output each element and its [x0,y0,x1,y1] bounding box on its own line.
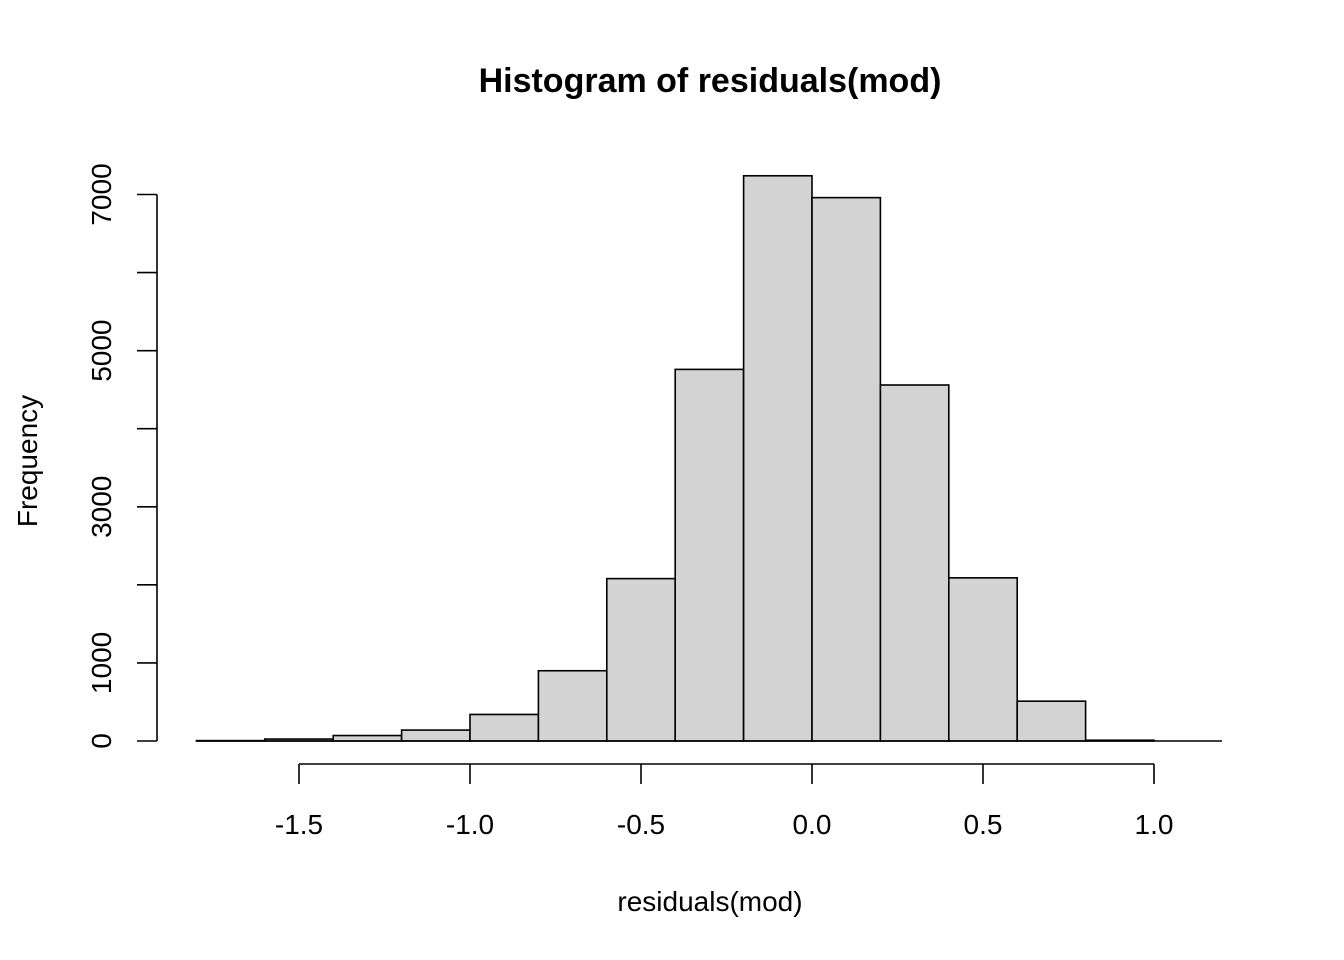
histogram-bar [811,196,882,742]
x-axis: -1.5 -1.0 -0.5 0.0 0.5 1.0 [275,763,1174,840]
histogram-bar [947,577,1018,742]
histogram-bar [605,577,676,742]
histogram-bar [332,734,403,742]
chart-title: Histogram of residuals(mod) [479,62,942,100]
x-tick-label: 0.5 [964,809,1003,840]
x-tick-label: 0.0 [793,809,832,840]
histogram-bar [469,713,540,742]
y-tick-label: 3000 [86,476,117,538]
histogram-bar [742,174,813,742]
y-tick-label: 1000 [86,632,117,694]
bars-group [195,174,1222,742]
x-tick-label: -1.0 [446,809,494,840]
y-tick-label: 5000 [86,320,117,382]
y-tick-label: 0 [86,733,117,749]
x-tick-label: -0.5 [617,809,665,840]
y-tick-label: 7000 [86,163,117,225]
histogram-bar [879,384,950,742]
histogram-bar [674,368,745,742]
x-tick-label: 1.0 [1135,809,1174,840]
y-axis: 0 1000 3000 5000 7000 [86,163,158,749]
x-axis-label: residuals(mod) [617,886,802,917]
x-tick-label: -1.5 [275,809,323,840]
histogram-bar [400,729,471,742]
histogram-bar [537,669,608,742]
y-axis-label: Frequency [12,395,43,527]
histogram-bar [1016,700,1087,742]
